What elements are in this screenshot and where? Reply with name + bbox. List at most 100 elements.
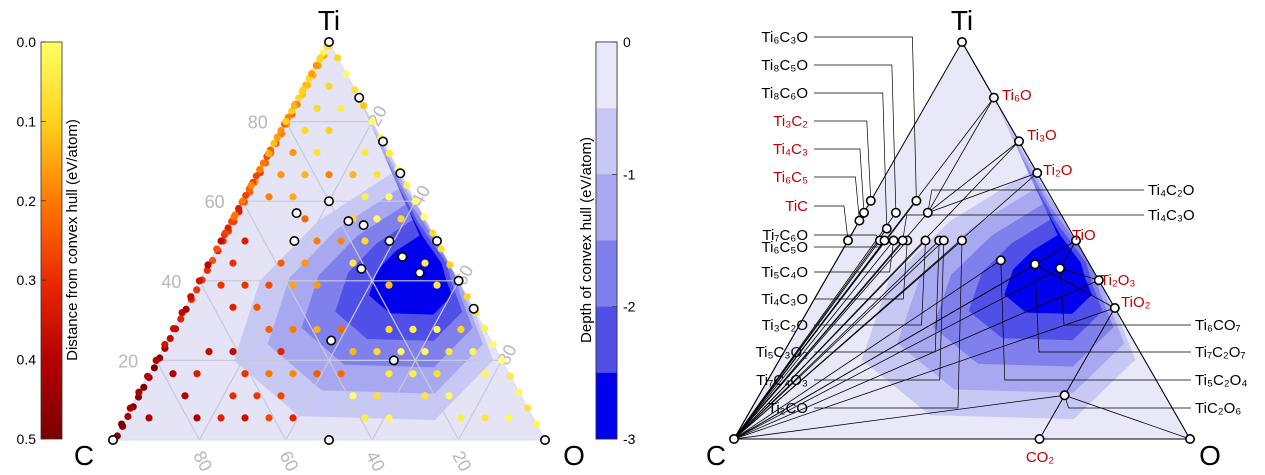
phase-label: Ti₆C₅ (773, 169, 808, 186)
label-leader (814, 92, 888, 229)
stable-phase-node (858, 207, 869, 218)
structure-point (463, 293, 471, 301)
structure-point (385, 193, 393, 201)
depth-colorbar-band (596, 174, 617, 241)
stable-phase-node (938, 235, 949, 246)
label-leader (1000, 260, 1191, 381)
structure-point (259, 159, 267, 167)
structure-point (265, 325, 273, 333)
left-hull-depth-regions (113, 42, 545, 440)
structure-point (469, 348, 477, 356)
structure-point (411, 197, 419, 205)
ti-axis-tick-label: 20 (118, 351, 138, 371)
structure-point (217, 281, 225, 289)
label-leader (814, 240, 963, 409)
tie-line (1059, 267, 1099, 281)
structure-point (247, 181, 255, 189)
distance-tick-label: 0.1 (17, 113, 37, 129)
structure-point (161, 340, 169, 349)
structure-point (193, 286, 201, 294)
structure-point (252, 172, 260, 180)
structure-point (457, 414, 465, 422)
phase-label: Ti₄C₃O (761, 291, 808, 308)
depth-tick-label: -3 (623, 431, 636, 447)
structure-point (145, 414, 153, 422)
phase-label: Ti₈C₅O (761, 57, 808, 74)
structure-point (437, 245, 445, 253)
c-axis-tick-label: 40 (362, 448, 389, 475)
structure-point (325, 126, 333, 134)
structure-point (481, 370, 489, 378)
distance-tick-label: 0.5 (17, 431, 37, 447)
structure-point (277, 126, 285, 135)
structure-point (457, 325, 465, 333)
structure-point (124, 412, 132, 421)
stable-phase-node (1055, 263, 1066, 274)
phase-label: Ti₄C₂O (1148, 182, 1194, 199)
stable-phase-node (922, 207, 933, 218)
structure-point (242, 191, 250, 200)
structure-point (421, 348, 429, 356)
depth-colorbar-band (596, 306, 617, 374)
tie-line (733, 260, 1001, 440)
distance-colorbar (40, 41, 63, 440)
label-leader (1059, 268, 1191, 326)
phase-label: Ti₂O (1043, 162, 1072, 179)
stable-phase-node (995, 255, 1006, 266)
depth-colorbar-bands (595, 41, 618, 440)
distance-tick-label: 0.2 (17, 193, 37, 209)
phase-label: TiC₂O₆ (1195, 400, 1241, 417)
label-leader (814, 240, 926, 326)
structure-point (299, 86, 307, 94)
depth-colorbar-band (596, 108, 617, 175)
structure-point (506, 372, 514, 380)
label-leader (814, 240, 940, 353)
tie-line (733, 240, 945, 440)
structure-point (325, 82, 333, 90)
stable-phase-node (988, 92, 999, 103)
ti-axis-tick-label: 80 (248, 113, 268, 133)
structure-point (313, 370, 321, 378)
structure-point (319, 48, 327, 57)
structure-point (205, 348, 213, 356)
structure-point (337, 104, 345, 112)
stable-phase-node (956, 235, 967, 246)
tie-line (733, 240, 904, 440)
structure-point (289, 325, 297, 333)
depth-tick-label: 0 (623, 34, 631, 50)
structure-point (239, 197, 247, 205)
stable-phase-node (890, 207, 901, 218)
structure-point (295, 94, 303, 102)
right-ternary-panel: Ti₆C₃OTi₈C₅OTi₈C₆OTi₃C₂Ti₄C₃Ti₆C₅TiCTi₇C… (706, 5, 1248, 471)
depth-colorbar-band (596, 372, 617, 440)
stable-phase-node (1034, 433, 1045, 444)
structure-point (256, 165, 264, 173)
grid-line (198, 280, 287, 441)
structure-point (481, 414, 489, 422)
structure-point (229, 348, 237, 356)
structure-point (193, 370, 201, 378)
structure-point (308, 70, 316, 78)
tie-line (927, 172, 1038, 214)
tie-line (733, 267, 1061, 440)
stable-phase-node (1059, 390, 1070, 401)
structure-point (144, 372, 152, 380)
depth-tick-label: -1 (623, 166, 636, 182)
tie-line (1059, 240, 1077, 269)
ti-axis-tick-label: 60 (205, 192, 225, 212)
hull-point (323, 434, 334, 445)
structure-point (289, 149, 297, 157)
structure-point (385, 370, 393, 378)
structure-point (361, 414, 369, 422)
phase-label: Ti₆C₅O (761, 239, 808, 256)
label-leader (814, 64, 897, 213)
phase-label: Ti₃O (1027, 127, 1057, 144)
left-corner-c: C (74, 440, 94, 471)
structure-point (265, 193, 273, 201)
hull-point (354, 92, 365, 103)
structure-point (265, 281, 273, 289)
hull-point (395, 168, 406, 179)
stable-phase-node (1093, 275, 1104, 286)
hull-point (289, 236, 300, 247)
structure-point (178, 309, 186, 317)
